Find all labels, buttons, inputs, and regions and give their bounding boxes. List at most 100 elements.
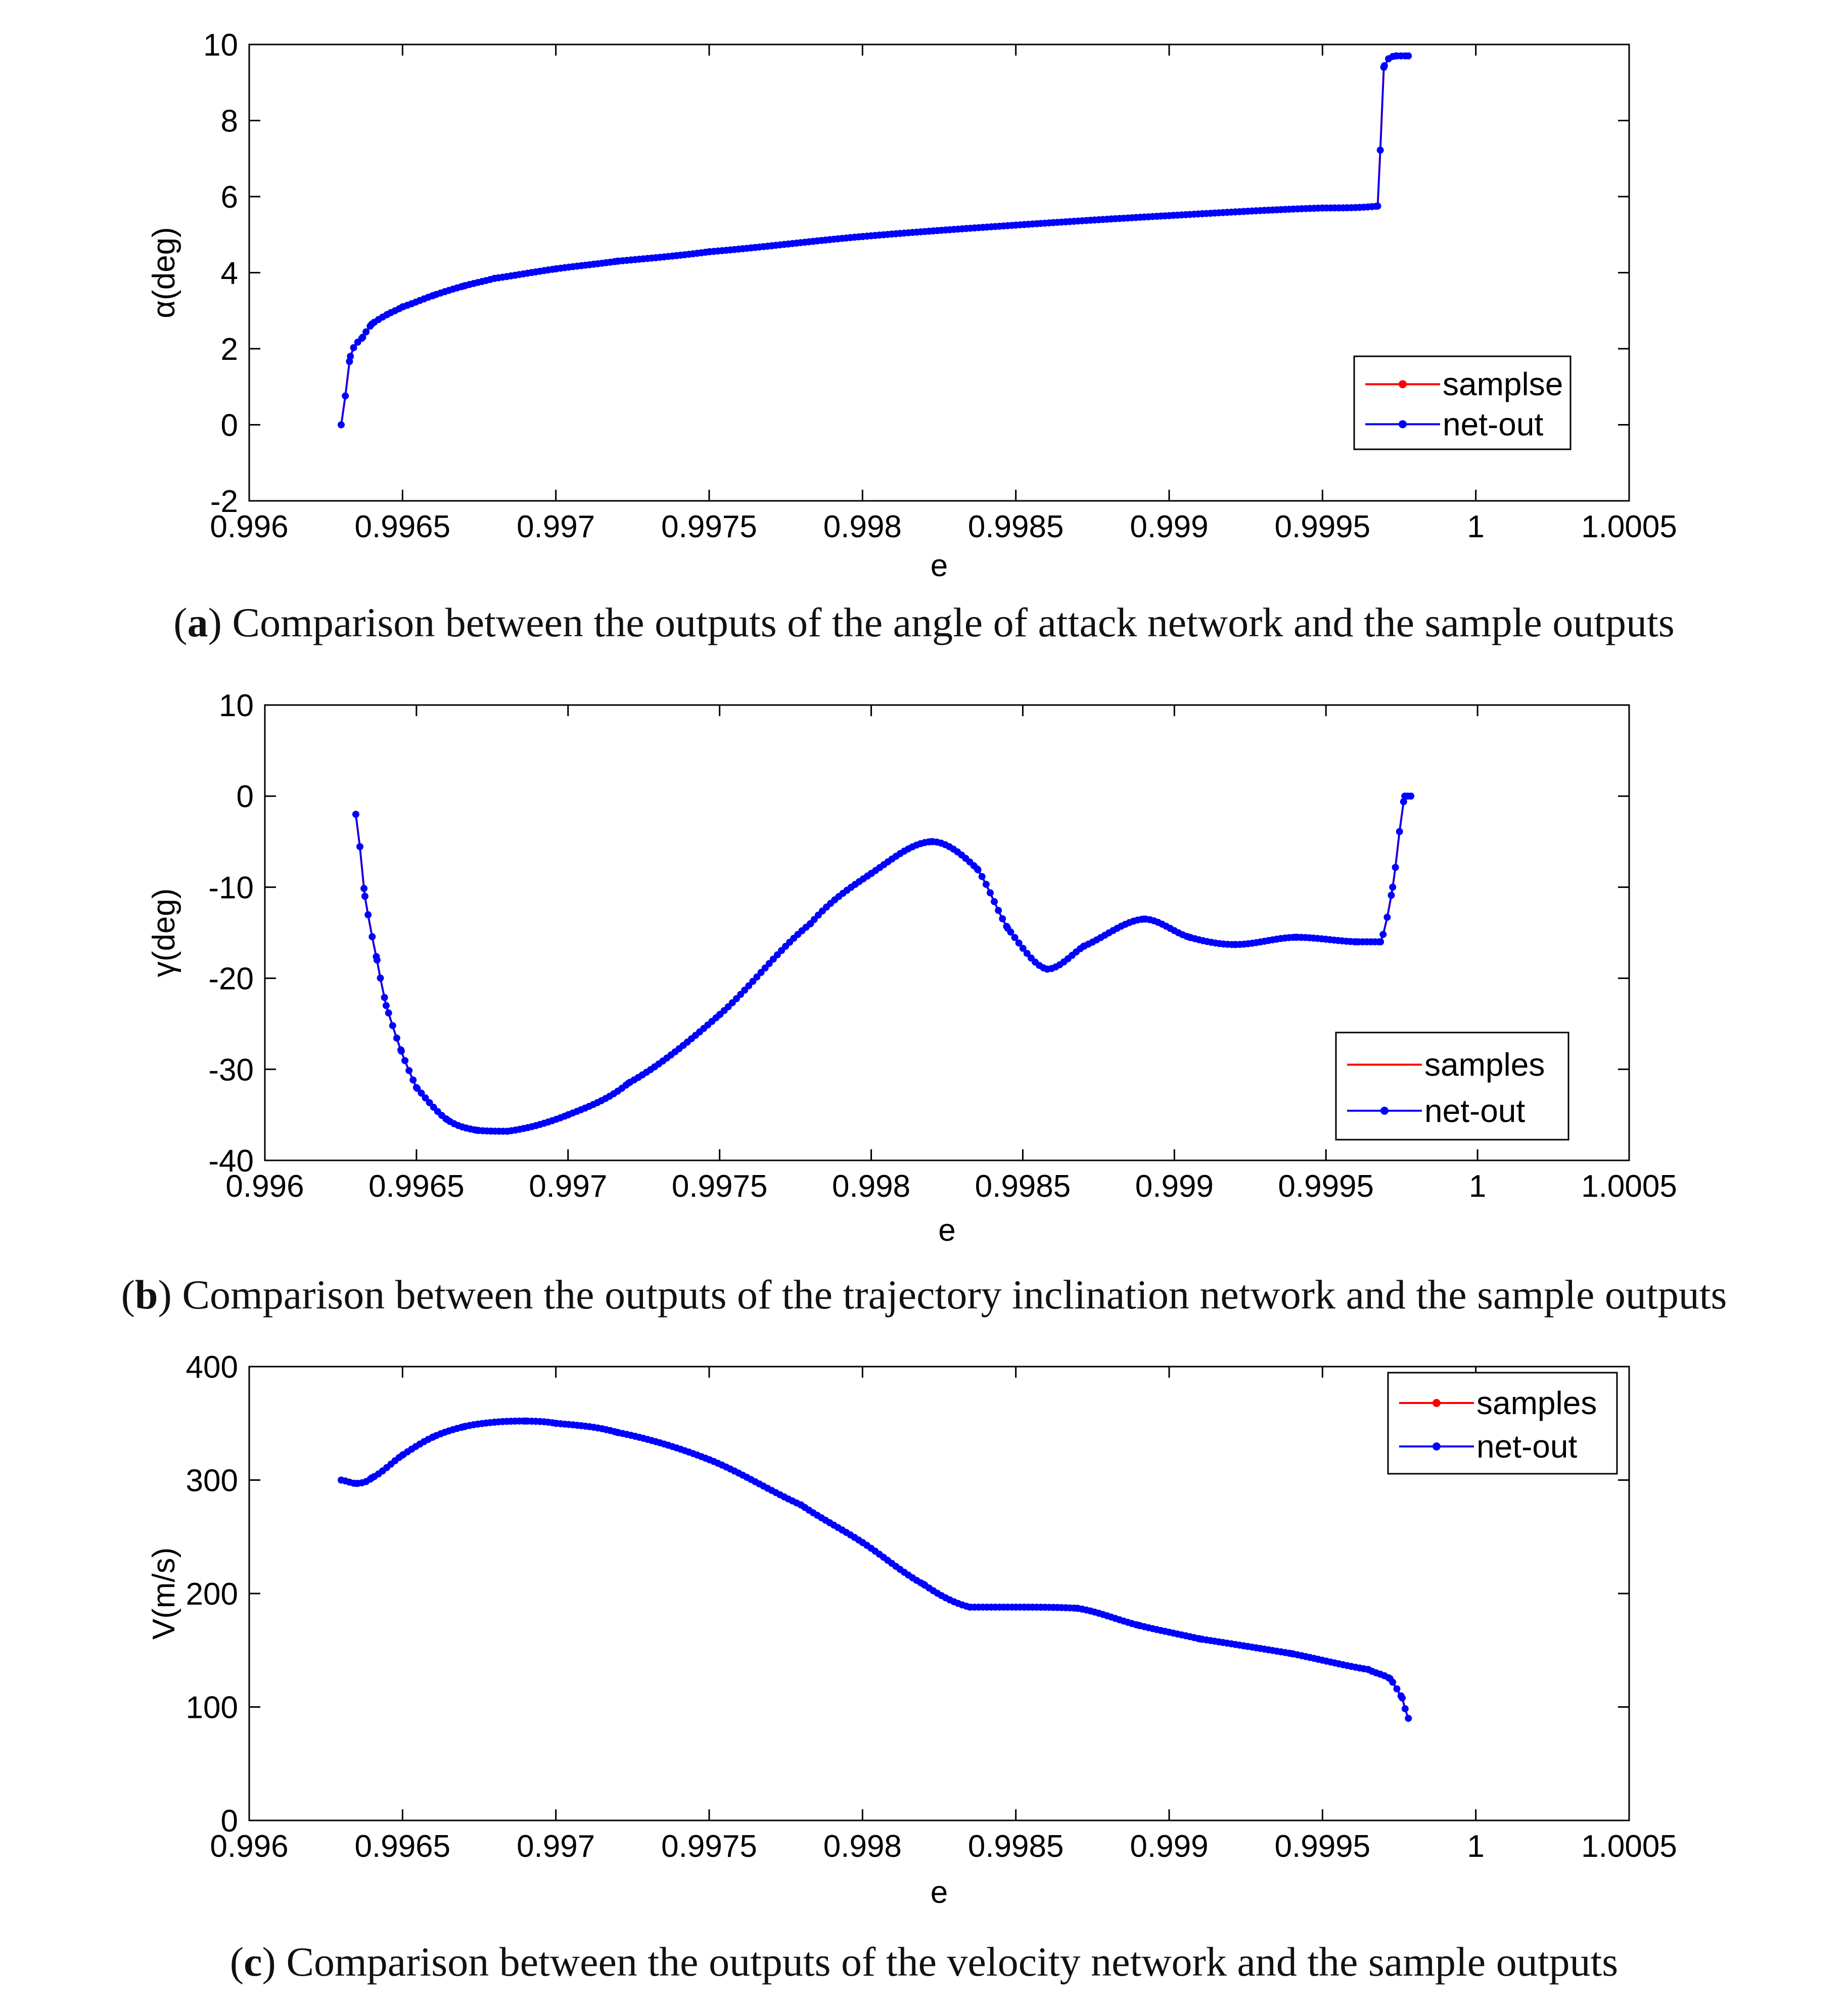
chart-b-xtick-label: 0.997: [529, 1169, 607, 1204]
chart-c-ytick-label: 300: [186, 1464, 238, 1499]
chart-a-series-net-out-point: [1376, 147, 1384, 154]
chart-a-series-net-out-point: [350, 344, 357, 351]
chart-b-series-net-out-point: [1019, 945, 1027, 952]
chart-a-ytick-label: 10: [203, 28, 238, 63]
caption-c-letter: c: [244, 1939, 262, 1985]
chart-a-xtick-label: 0.997: [517, 509, 595, 544]
chart-a-legend-marker-samplse: [1399, 380, 1407, 389]
chart-c-series-net-out-point: [1405, 1714, 1412, 1722]
chart-b-ytick-label: -40: [208, 1144, 254, 1179]
chart-c-ytick-label: 400: [186, 1350, 238, 1385]
chart-b-series-net-out-point: [405, 1067, 413, 1074]
chart-a-xtick-label: 1: [1467, 509, 1484, 544]
chart-a-xlabel: e: [931, 548, 948, 583]
chart-a-legend-box: [1353, 355, 1572, 450]
chart-b-series-net-out-point: [1396, 828, 1403, 835]
chart-b-ytick-label: -20: [208, 962, 254, 997]
chart-a-xtick-label: 1.0005: [1581, 509, 1677, 544]
chart-a-xtick-label: 0.9975: [661, 509, 757, 544]
chart-c-xtick-label: 1: [1467, 1829, 1484, 1864]
chart-c-series-net-out-point: [1389, 1678, 1397, 1686]
chart-c-xtick-label: 1.0005: [1581, 1829, 1677, 1864]
chart-b-series-net-out-point: [377, 974, 384, 982]
chart-b-series-net-out-point: [361, 893, 368, 900]
chart-b-series-net-out-point: [360, 884, 368, 892]
chart-c-ytick-label: 200: [186, 1577, 238, 1612]
chart-b-series-net-out-point: [364, 911, 372, 919]
chart-b-series-net-out-point: [749, 977, 757, 985]
chart-b-ytick-label: -10: [208, 870, 254, 905]
chart-c-legend-marker-samples: [1433, 1399, 1441, 1407]
chart-b-series-net-out-point: [381, 994, 388, 1001]
chart-b-series-net-out-point: [1407, 792, 1415, 800]
chart-c-xtick-label: 0.997: [517, 1829, 595, 1864]
chart-a-ytick-label: 4: [221, 256, 238, 291]
chart-a-series-net-out-point: [362, 328, 370, 336]
caption-c-text: Comparison between the outputs of the ve…: [286, 1939, 1619, 1985]
chart-b-ytick-label: -30: [208, 1053, 254, 1088]
chart-a-series-net-out-point: [359, 334, 366, 341]
chart-b-series-net-out-point: [352, 811, 359, 818]
chart-b-xtick-label: 0.9995: [1278, 1169, 1374, 1204]
chart-b-series-net-out-point: [1379, 930, 1387, 938]
chart-b-series-net-out-point: [1377, 938, 1384, 946]
chart-a-ytick-label: -2: [210, 484, 238, 519]
chart-a-ylabel: α(deg): [147, 227, 181, 318]
chart-a-series-net-out-point: [338, 421, 345, 429]
chart-b-xlabel: e: [938, 1213, 955, 1248]
caption-b-letter: b: [134, 1272, 158, 1318]
chart-b-legend-box: [1335, 1032, 1569, 1141]
caption-b: (b) Comparison between the outputs of th…: [121, 1272, 1727, 1318]
chart-b-series-net-out-point: [422, 1094, 429, 1102]
chart-c-legend-marker-net-out: [1433, 1442, 1441, 1450]
chart-a-series-net-out-point: [1405, 52, 1412, 60]
chart-c-xtick-label: 0.9995: [1275, 1829, 1371, 1864]
chart-b-svg: 0.996 0.9965 0.997 0.9975 0.998 0.9985 0.999 0.…: [147, 688, 1677, 1248]
caption-c: (c) Comparison between the outputs of th…: [229, 1939, 1619, 1985]
chart-a-series-net-out-point: [342, 392, 349, 400]
chart-c-xlabel: e: [931, 1875, 948, 1910]
chart-a-xtick-label: 0.996: [210, 509, 288, 544]
chart-b-ytick-label: 10: [219, 688, 254, 723]
chart-b-xtick-label: 0.9965: [368, 1169, 465, 1204]
chart-b-series-net-out-point: [1015, 939, 1023, 947]
chart-b-series-net-out-point: [1023, 950, 1031, 957]
chart-b-series-net-out-point: [409, 1076, 417, 1084]
chart-c-ytick-label: 0: [221, 1804, 238, 1839]
chart-a-series-net-out-point: [1380, 62, 1388, 69]
chart-a-ytick-label: 6: [221, 180, 238, 215]
chart-b-series-net-out-point: [1400, 798, 1407, 806]
chart-a-ytick-label: 2: [221, 332, 238, 367]
caption-a-letter: a: [187, 599, 208, 645]
chart-b-series-net-out-point: [982, 880, 990, 888]
chart-c-series-net-out-point: [1399, 1694, 1406, 1702]
chart-a-series-net-out-point: [347, 353, 354, 360]
chart-b-series-net-out-point: [393, 1035, 400, 1042]
chart-b-series-net-out-point: [389, 1022, 396, 1029]
chart-c-series-net-out-point: [1401, 1705, 1409, 1712]
chart-b-xtick-label: 1: [1469, 1169, 1486, 1204]
chart-c-xtick-label: 0.999: [1130, 1829, 1208, 1864]
chart-a-ytick-label: 0: [221, 408, 238, 443]
chart-b-series-net-out-point: [397, 1047, 405, 1055]
chart-c-xtick-label: 0.9965: [355, 1829, 451, 1864]
chart-panel-b: 0.996 0.9965 0.997 0.9975 0.998 0.9985 0.999 0.…: [121, 688, 1727, 1318]
chart-b-series-net-out-point: [418, 1089, 425, 1097]
chart-b-series-net-out-point: [974, 866, 982, 874]
chart-b-series-net-out-point: [413, 1085, 421, 1092]
chart-a-xtick-label: 0.999: [1130, 509, 1208, 544]
chart-b-xtick-label: 0.9985: [975, 1169, 1071, 1204]
chart-b-series-net-out-point: [385, 1009, 392, 1017]
chart-b-xtick-label: 0.9975: [672, 1169, 768, 1204]
chart-b-series-net-out-point: [401, 1057, 409, 1064]
chart-c-legend-label-net-out: net-out: [1476, 1428, 1577, 1465]
chart-c-legend-label-samples: samples: [1476, 1385, 1597, 1421]
chart-b-legend-label-samples: samples: [1424, 1047, 1545, 1083]
chart-b-series-net-out-point: [1392, 864, 1399, 871]
chart-c-xtick-label: 0.9985: [968, 1829, 1064, 1864]
chart-c-xtick-label: 0.9975: [661, 1829, 757, 1864]
caption-a: (a) Comparison between the outputs of th…: [173, 599, 1675, 645]
chart-b-series-net-out-point: [986, 889, 994, 897]
chart-b-series-net-out-point: [426, 1099, 433, 1106]
